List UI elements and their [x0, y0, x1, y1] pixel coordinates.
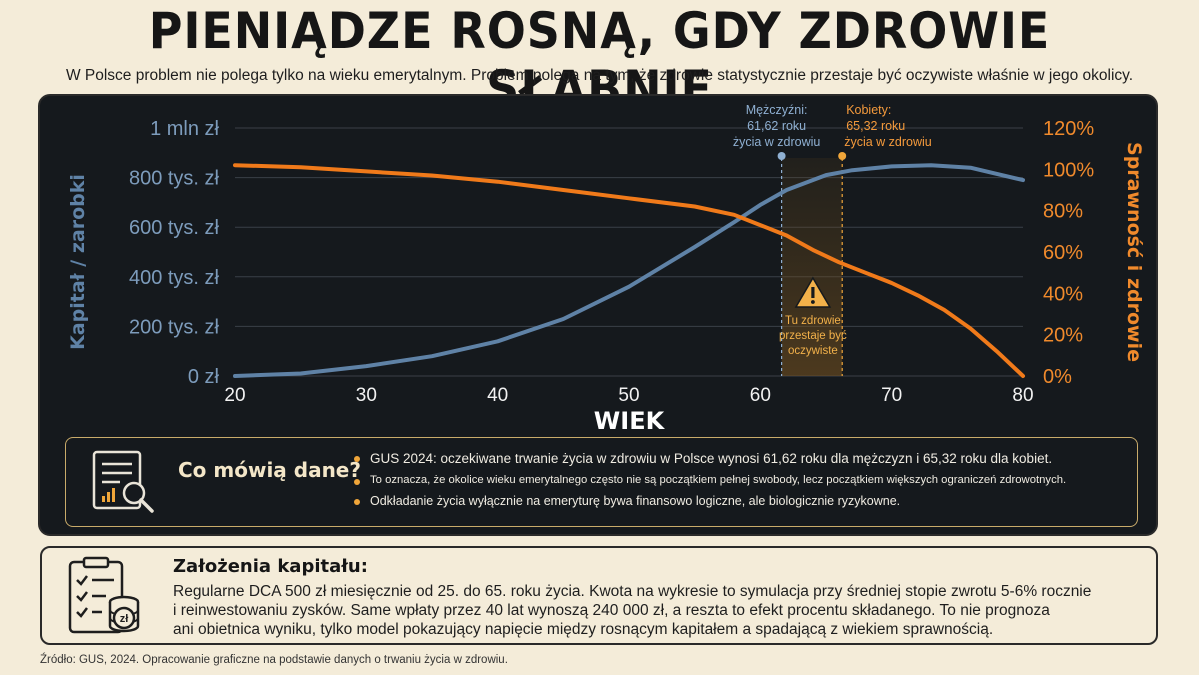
capital-title: Założenia kapitału: — [173, 556, 368, 577]
y-right-tick-label: 0% — [1043, 366, 1072, 388]
bullet-dot-icon — [354, 479, 360, 485]
page-title: PIENIĄDZE ROSNĄ, GDY ZDROWIE SŁABNIE — [148, 2, 1051, 118]
y-right-tick-label: 80% — [1043, 201, 1083, 223]
x-tick-label: 80 — [1012, 385, 1033, 406]
warning-annotation: Tu zdrowie — [785, 315, 841, 327]
capital-assumptions-box: zł Założenia kapitału: Regularne DCA 500… — [40, 546, 1158, 645]
women-annotation: 65,32 roku — [846, 119, 905, 133]
fact-item: To oznacza, że okolice wieku emerytalneg… — [354, 474, 1124, 486]
capital-body: Regularne DCA 500 zł miesięcznie od 25. … — [173, 582, 1133, 639]
y-left-tick-label: 600 tys. zł — [129, 217, 220, 239]
x-tick-label: 20 — [224, 385, 245, 406]
y-right-tick-label: 20% — [1043, 325, 1083, 347]
men-annotation: życia w zdrowiu — [733, 135, 821, 149]
y-left-tick-label: 0 zł — [188, 366, 220, 388]
health-series-line — [233, 163, 1025, 378]
chart-panel: Mężczyźni: 61,62 roku życia w zdrowiu Kobie… — [38, 94, 1158, 536]
facts-box: Co mówią dane? GUS 2024: oczekiwane trwa… — [65, 437, 1138, 527]
source-note: Źródło: GUS, 2024. Opracowanie graficzne… — [40, 654, 508, 666]
facts-list: GUS 2024: oczekiwane trwanie życia w zdr… — [354, 451, 1124, 516]
warning-annotation: oczywiste — [788, 345, 838, 357]
page-subtitle: W Polsce problem nie polega tylko na wie… — [65, 67, 1134, 84]
coin-label: zł — [120, 613, 129, 625]
report-magnifier-icon — [90, 448, 160, 525]
women-annotation: Kobiety: — [846, 103, 891, 117]
warning-annotation: przestaje być — [779, 330, 847, 342]
y-left-tick-label: 800 tys. zł — [129, 168, 220, 190]
bullet-dot-icon — [354, 499, 360, 505]
women-marker-dot — [838, 152, 847, 160]
y-right-tick-label: 100% — [1043, 159, 1094, 181]
checklist-coins-icon: zł — [64, 556, 160, 643]
y-left-tick-label: 400 tys. zł — [129, 267, 220, 289]
capital-line: Regularne DCA 500 zł miesięcznie od 25. … — [173, 583, 1092, 600]
y-left-tick-label: 1 mln zł — [150, 118, 219, 140]
x-tick-label: 60 — [750, 385, 771, 406]
men-annotation: 61,62 roku — [747, 119, 806, 133]
bullet-dot-icon — [354, 456, 360, 462]
men-marker-dot — [777, 152, 786, 160]
y-right-tick-label: 40% — [1043, 283, 1083, 305]
x-tick-label: 70 — [881, 385, 902, 406]
capital-line: ani obietnica wyniku, tylko model pokazu… — [173, 621, 994, 638]
fact-item: GUS 2024: oczekiwane trwanie życia w zdr… — [354, 451, 1124, 466]
warning-icon-bar — [811, 287, 815, 298]
warning-icon-dot — [811, 300, 815, 304]
x-tick-label: 50 — [618, 385, 639, 406]
y-left-axis-label: Kapitał / zarobki — [67, 174, 89, 350]
capital-line: i reinwestowaniu zysków. Same wpłaty prz… — [173, 602, 1050, 619]
fact-item: Odkładanie życia wyłącznie na emeryturę … — [354, 494, 1124, 508]
women-annotation: życia w zdrowiu — [844, 135, 932, 149]
men-annotation: Mężczyźni: — [746, 103, 808, 117]
health-zone-highlight — [781, 158, 843, 376]
x-axis-label: WIEK — [594, 407, 666, 435]
y-right-axis-label: Sprawność i zdrowie — [1123, 142, 1145, 362]
facts-title: Co mówią dane? — [178, 458, 361, 482]
line-chart: Mężczyźni: 61,62 roku życia w zdrowiu Kobie… — [67, 103, 1145, 435]
x-tick-label: 40 — [487, 385, 508, 406]
capital-series-line — [233, 163, 1025, 378]
x-tick-label: 30 — [356, 385, 377, 406]
y-right-tick-label: 120% — [1043, 118, 1094, 140]
y-left-tick-label: 200 tys. zł — [129, 316, 220, 338]
y-right-tick-label: 60% — [1043, 242, 1083, 264]
